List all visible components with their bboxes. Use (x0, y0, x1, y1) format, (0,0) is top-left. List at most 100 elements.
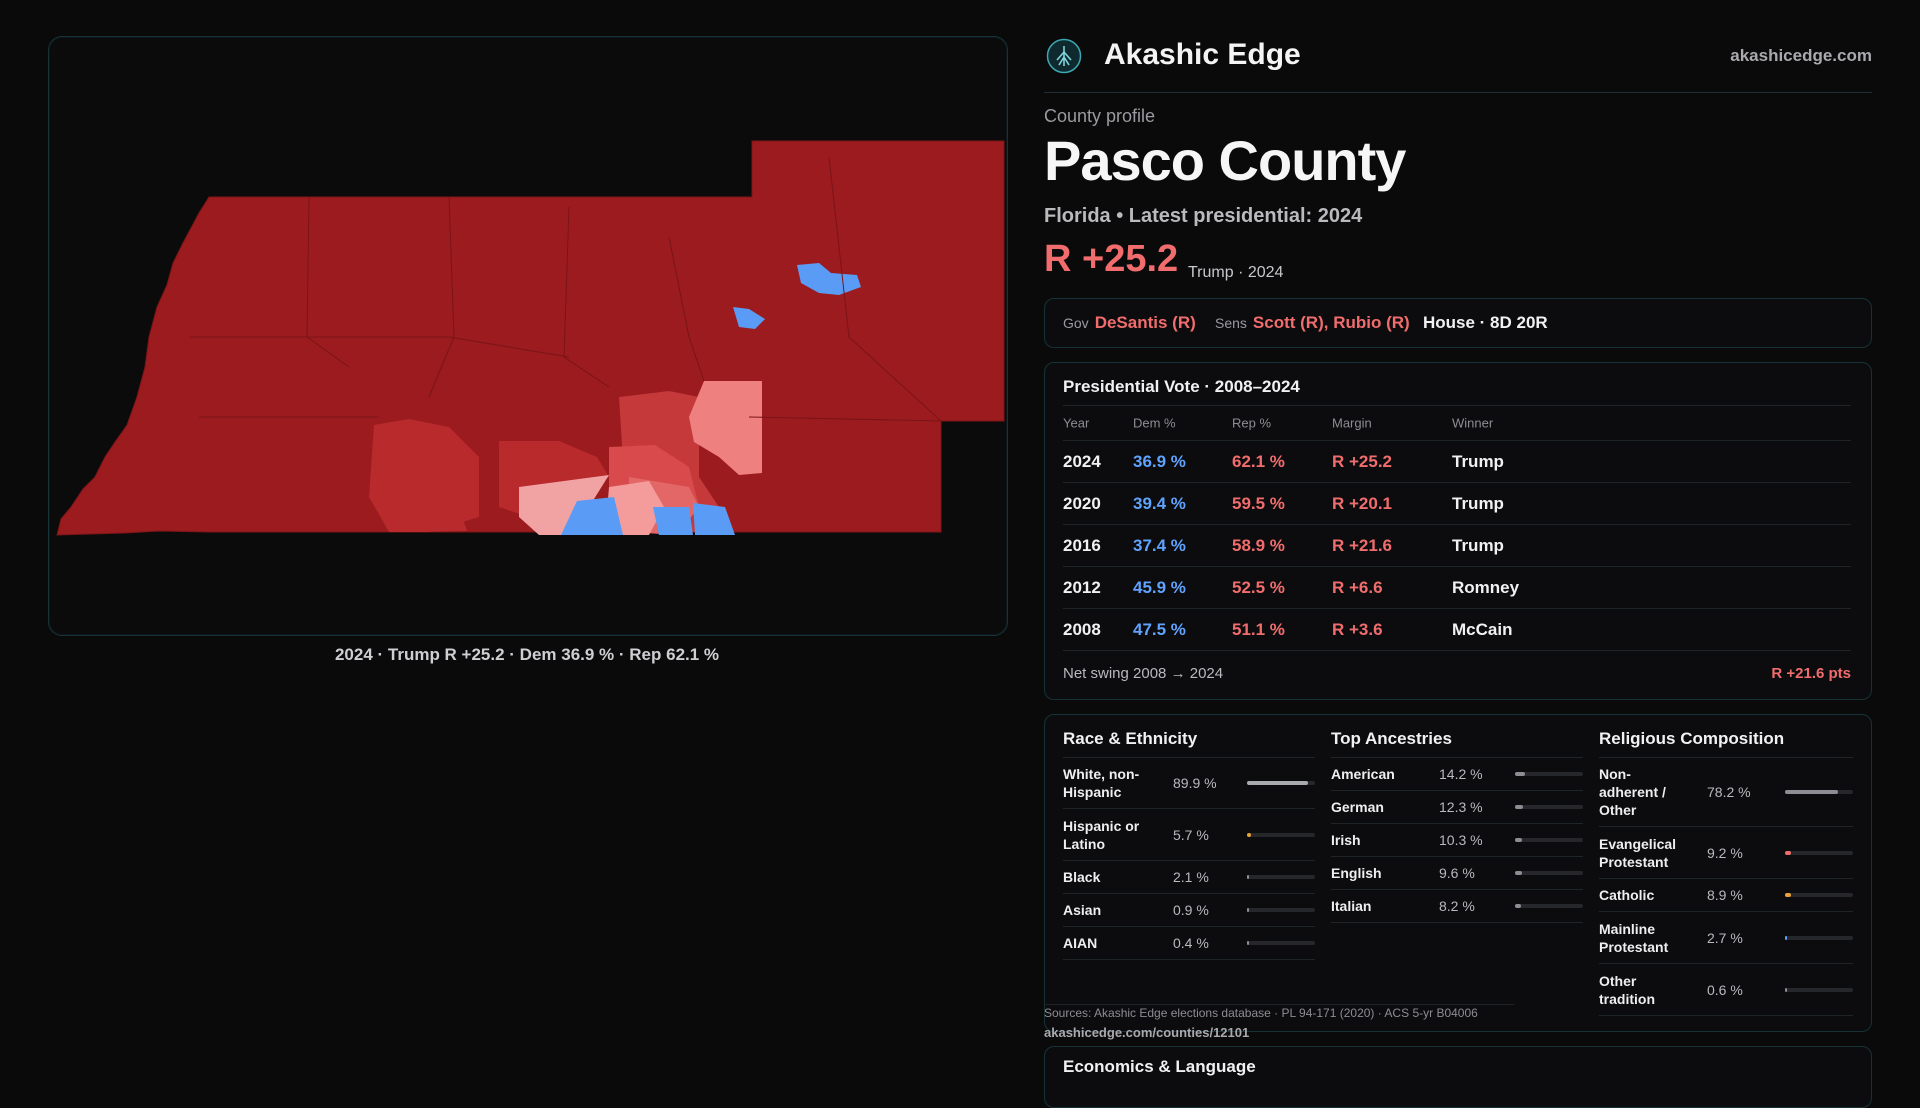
col-margin: Margin (1332, 415, 1372, 431)
item-value: 0.9 % (1173, 902, 1209, 918)
gov-value: DeSantis (R) (1094, 313, 1196, 332)
list-item[interactable]: Catholic 8.9 % (1599, 879, 1853, 912)
item-value: 5.7 % (1173, 826, 1209, 843)
list-item[interactable]: Other tradition 0.6 % (1599, 964, 1853, 1016)
list-item[interactable]: Italian 8.2 % (1331, 890, 1583, 923)
row-winner: Trump (1452, 451, 1504, 471)
table-row[interactable]: 2016 37.4 % 58.9 % R +21.6 Trump (1063, 525, 1851, 567)
item-bar-fill (1785, 790, 1839, 794)
brand-name[interactable]: Akashic Edge (1104, 38, 1301, 71)
sources-url[interactable]: akashicedge.com/counties/12101 (1044, 1025, 1250, 1040)
row-winner: Trump (1452, 493, 1504, 513)
item-bar-fill (1247, 908, 1249, 912)
item-bar-fill (1247, 781, 1309, 785)
page-title: Pasco County (1044, 129, 1406, 192)
item-value: 14.2 % (1439, 766, 1483, 782)
governor: Gov DeSantis (R) (1063, 313, 1196, 333)
brand-url[interactable]: akashicedge.com (1730, 46, 1872, 65)
item-bar (1247, 781, 1315, 785)
list-item[interactable]: Asian 0.9 % (1063, 894, 1315, 927)
list-item[interactable]: Hispanic or Latino 5.7 % (1063, 809, 1315, 861)
item-label: White, non-Hispanic (1063, 766, 1140, 800)
brand-header: Akashic Edge akashicedge.com (1044, 34, 1872, 93)
table-row[interactable]: 2008 47.5 % 51.1 % R +3.6 McCain (1063, 609, 1851, 651)
item-label: English (1331, 865, 1382, 881)
row-rep: 52.5 % (1232, 577, 1285, 597)
item-bar (1515, 772, 1583, 776)
county-map[interactable] (49, 37, 1007, 635)
item-label: Non-adherent / Other (1599, 766, 1666, 818)
item-label: Other tradition (1599, 972, 1655, 1007)
item-bar-fill (1785, 935, 1787, 940)
list-item[interactable]: Mainline Protestant 2.7 % (1599, 912, 1853, 964)
list-item[interactable]: English 9.6 % (1331, 857, 1583, 890)
item-bar-fill (1515, 904, 1521, 908)
item-bar-fill (1785, 893, 1792, 897)
item-value: 8.9 % (1707, 887, 1743, 903)
race-list: White, non-Hispanic 89.9 % Hispanic or Lat… (1063, 758, 1315, 960)
religion-list: Non-adherent / Other 78.2 % Evangelical Pr… (1599, 758, 1853, 1016)
item-bar-fill (1515, 805, 1524, 809)
list-item[interactable]: Irish 10.3 % (1331, 824, 1583, 857)
ancestry-list: American 14.2 % German 12.3 % Irish 10.3 % Eng… (1331, 758, 1583, 923)
table-row[interactable]: 2020 39.4 % 59.5 % R +20.1 Trump (1063, 483, 1851, 525)
map-region-dem (733, 307, 765, 329)
map-region (689, 381, 762, 475)
item-label: Irish (1331, 832, 1361, 848)
item-bar-fill (1515, 871, 1522, 875)
item-bar (1247, 832, 1315, 837)
swing-value: R +21.6 pts (1771, 665, 1851, 682)
map-region-dem (653, 507, 693, 535)
list-item[interactable]: German 12.3 % (1331, 791, 1583, 824)
row-rep: 62.1 % (1232, 451, 1285, 471)
item-bar (1785, 790, 1853, 794)
table-row[interactable]: 2012 45.9 % 52.5 % R +6.6 Romney (1063, 567, 1851, 609)
row-dem: 47.5 % (1133, 619, 1186, 639)
row-year: 2020 (1063, 493, 1101, 513)
row-margin: R +6.6 (1332, 577, 1383, 597)
tree-logo-icon[interactable] (1046, 38, 1082, 74)
item-value: 89.9 % (1173, 775, 1217, 791)
county-map-panel[interactable] (48, 36, 1008, 636)
officials-card: Gov DeSantis (R) Sens Scott (R), Rubio (R)… (1044, 298, 1872, 348)
row-year: 2008 (1063, 619, 1101, 639)
row-margin: R +20.1 (1332, 493, 1393, 513)
map-region-dem (693, 503, 735, 535)
table-row[interactable]: 2024 36.9 % 62.1 % R +25.2 Trump (1063, 441, 1851, 483)
row-winner: Trump (1452, 535, 1504, 555)
religion-column: Religious Composition Non-adherent / Oth… (1599, 729, 1853, 1016)
item-bar-fill (1785, 987, 1787, 992)
presidential-table: Year Dem % Rep % Margin Winner 2024 36.9… (1063, 405, 1851, 651)
row-year: 2024 (1063, 451, 1101, 471)
list-item[interactable]: AIAN 0.4 % (1063, 927, 1315, 960)
item-value: 9.6 % (1439, 865, 1475, 881)
presidential-title: Presidential Vote · 2008–2024 (1063, 377, 1300, 396)
list-item[interactable]: White, non-Hispanic 89.9 % (1063, 758, 1315, 809)
item-bar (1785, 850, 1853, 855)
list-item[interactable]: American 14.2 % (1331, 758, 1583, 791)
list-item[interactable]: Black 2.1 % (1063, 861, 1315, 894)
item-bar (1247, 908, 1315, 912)
race-column: Race & Ethnicity White, non-Hispanic 89.9… (1063, 729, 1315, 960)
col-rep: Rep % (1232, 415, 1272, 431)
headline-margin: R +25.2 (1044, 238, 1179, 280)
item-label: Asian (1063, 902, 1102, 918)
profile-subtitle: Florida • Latest presidential: 2024 (1044, 205, 1363, 227)
senators: Sens Scott (R), Rubio (R) (1215, 313, 1410, 333)
row-rep: 59.5 % (1232, 493, 1285, 513)
item-bar (1785, 935, 1853, 940)
economics-title: Economics & Language (1063, 1057, 1256, 1076)
house-delegation: House · 8D 20R (1423, 313, 1548, 332)
ancestry-column: Top Ancestries American 14.2 % German 12.3 … (1331, 729, 1583, 923)
profile-eyebrow: County profile (1044, 106, 1156, 126)
item-label: Mainline Protestant (1599, 920, 1669, 955)
item-label: Hispanic or Latino (1063, 817, 1140, 852)
list-item[interactable]: Evangelical Protestant 9.2 % (1599, 827, 1853, 879)
race-title: Race & Ethnicity (1063, 729, 1315, 758)
list-item[interactable]: Non-adherent / Other 78.2 % (1599, 758, 1853, 827)
row-dem: 37.4 % (1133, 535, 1186, 555)
item-bar-fill (1247, 875, 1249, 879)
item-value: 0.6 % (1707, 981, 1743, 998)
item-bar (1247, 875, 1315, 879)
item-bar (1515, 871, 1583, 875)
